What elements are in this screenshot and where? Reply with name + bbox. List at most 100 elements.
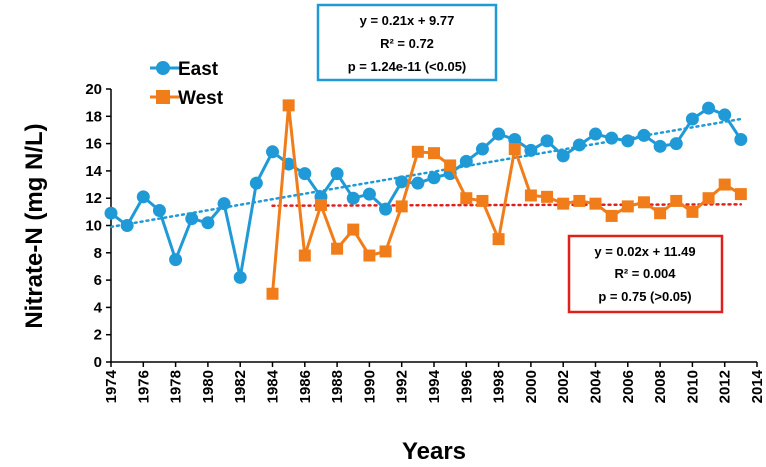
data-point-east — [589, 127, 602, 141]
y-tick-label: 0 — [94, 354, 102, 371]
data-point-west — [670, 194, 683, 207]
trendline-west — [271, 203, 743, 207]
data-point-east — [233, 270, 247, 284]
data-point-east — [605, 131, 619, 145]
east-r-squared: R² = 0.72 — [380, 36, 434, 51]
x-tick-label: 2010 — [684, 370, 701, 403]
legend: East West — [150, 59, 224, 109]
data-point-east — [411, 176, 425, 190]
x-tick-label: 1984 — [265, 369, 282, 403]
east-regression-box: y = 0.21x + 9.77 R² = 0.72 p = 1.24e-11 … — [316, 3, 498, 82]
data-point-west — [637, 196, 650, 209]
data-point-west — [702, 192, 715, 205]
data-point-east — [395, 175, 409, 189]
west-regression-box: y = 0.02x + 11.49 R² = 0.004 p = 0.75 (>… — [567, 234, 724, 314]
data-point-west — [541, 190, 554, 203]
east-p-value: p = 1.24e-11 (<0.05) — [348, 59, 467, 74]
legend-west-label: West — [178, 88, 224, 109]
x-tick-label: 1982 — [232, 370, 249, 403]
x-tick-label: 1974 — [103, 369, 120, 403]
data-point-east — [637, 128, 651, 142]
data-point-west — [686, 205, 699, 218]
data-point-east — [104, 206, 118, 220]
data-point-east — [653, 139, 667, 153]
data-point-east — [330, 167, 344, 181]
x-tick-label: 2002 — [555, 370, 572, 403]
x-tick-label: 2006 — [620, 370, 637, 403]
trendlines-layer — [109, 117, 743, 229]
data-point-west — [605, 209, 618, 222]
x-tick-label: 1988 — [329, 370, 346, 403]
x-tick-label: 1998 — [491, 370, 508, 403]
data-point-west — [379, 245, 392, 258]
x-tick-label: 1990 — [361, 370, 378, 403]
data-point-east — [185, 212, 199, 226]
data-point-west — [411, 145, 424, 158]
data-point-west — [331, 242, 344, 255]
x-tick-label: 1992 — [394, 370, 411, 403]
data-point-east — [702, 101, 716, 115]
x-tick-label: 2004 — [588, 369, 605, 403]
data-point-west — [428, 147, 440, 160]
y-tick-label: 8 — [94, 245, 102, 262]
data-point-east — [346, 191, 360, 205]
series-line-east — [110, 106, 743, 279]
data-point-east — [169, 253, 183, 267]
legend-west-marker — [156, 90, 170, 104]
east-equation: y = 0.21x + 9.77 — [360, 13, 455, 28]
data-point-west — [508, 143, 521, 156]
data-point-west — [589, 197, 602, 210]
y-axis-title: Nitrate-N (mg N/L) — [21, 123, 48, 328]
data-point-east — [685, 112, 699, 126]
data-point-east — [734, 133, 748, 147]
data-point-west — [266, 287, 279, 300]
data-point-east — [120, 219, 134, 232]
data-point-east — [136, 190, 150, 204]
data-point-west — [363, 249, 376, 262]
x-tick-label: 1996 — [458, 370, 475, 403]
data-point-east — [217, 197, 231, 211]
west-equation: y = 0.02x + 11.49 — [594, 244, 695, 259]
x-tick-label: 2000 — [523, 370, 540, 403]
west-regression-border — [567, 234, 724, 314]
y-tick-label: 12 — [85, 190, 102, 207]
trendline-east — [109, 117, 743, 229]
data-point-east — [266, 145, 279, 159]
x-tick-label: 1976 — [135, 370, 152, 403]
data-point-west — [460, 192, 473, 205]
data-point-west — [621, 200, 634, 213]
y-tick-label: 18 — [85, 108, 102, 125]
x-axis-title: Years — [402, 438, 466, 465]
y-tick-label: 2 — [94, 327, 102, 344]
tick-labels-layer: 0 2 4 6 8 10 12 14 16 18 20 1974 1976 1978 1980 1982 198… — [85, 81, 766, 403]
data-point-east — [475, 142, 489, 156]
data-point-east — [524, 143, 538, 157]
data-point-east — [572, 138, 586, 152]
y-tick-label: 6 — [94, 272, 102, 289]
data-point-east — [298, 167, 312, 181]
data-point-west — [298, 249, 311, 262]
x-tick-label: 2012 — [717, 370, 734, 403]
x-tick-label: 1980 — [200, 370, 217, 403]
east-regression-border — [316, 3, 498, 82]
data-point-east — [669, 137, 683, 151]
data-point-east — [427, 171, 441, 185]
x-tick-label: 2008 — [652, 370, 669, 403]
y-tick-label: 14 — [85, 163, 102, 180]
data-point-east — [556, 149, 570, 163]
data-point-east — [459, 154, 473, 168]
data-point-west — [492, 233, 505, 246]
data-point-east — [362, 187, 376, 201]
x-tick-label: 1994 — [426, 369, 443, 403]
x-tick-label: 1986 — [297, 370, 314, 403]
data-point-east — [540, 134, 554, 148]
data-point-west — [524, 189, 537, 202]
data-point-west — [573, 194, 586, 207]
data-point-east — [492, 127, 506, 141]
x-tick-label: 2014 — [749, 369, 766, 403]
legend-east-marker — [156, 61, 170, 75]
y-tick-label: 20 — [85, 81, 102, 98]
axes-layer — [106, 88, 758, 367]
data-point-west — [557, 197, 570, 210]
